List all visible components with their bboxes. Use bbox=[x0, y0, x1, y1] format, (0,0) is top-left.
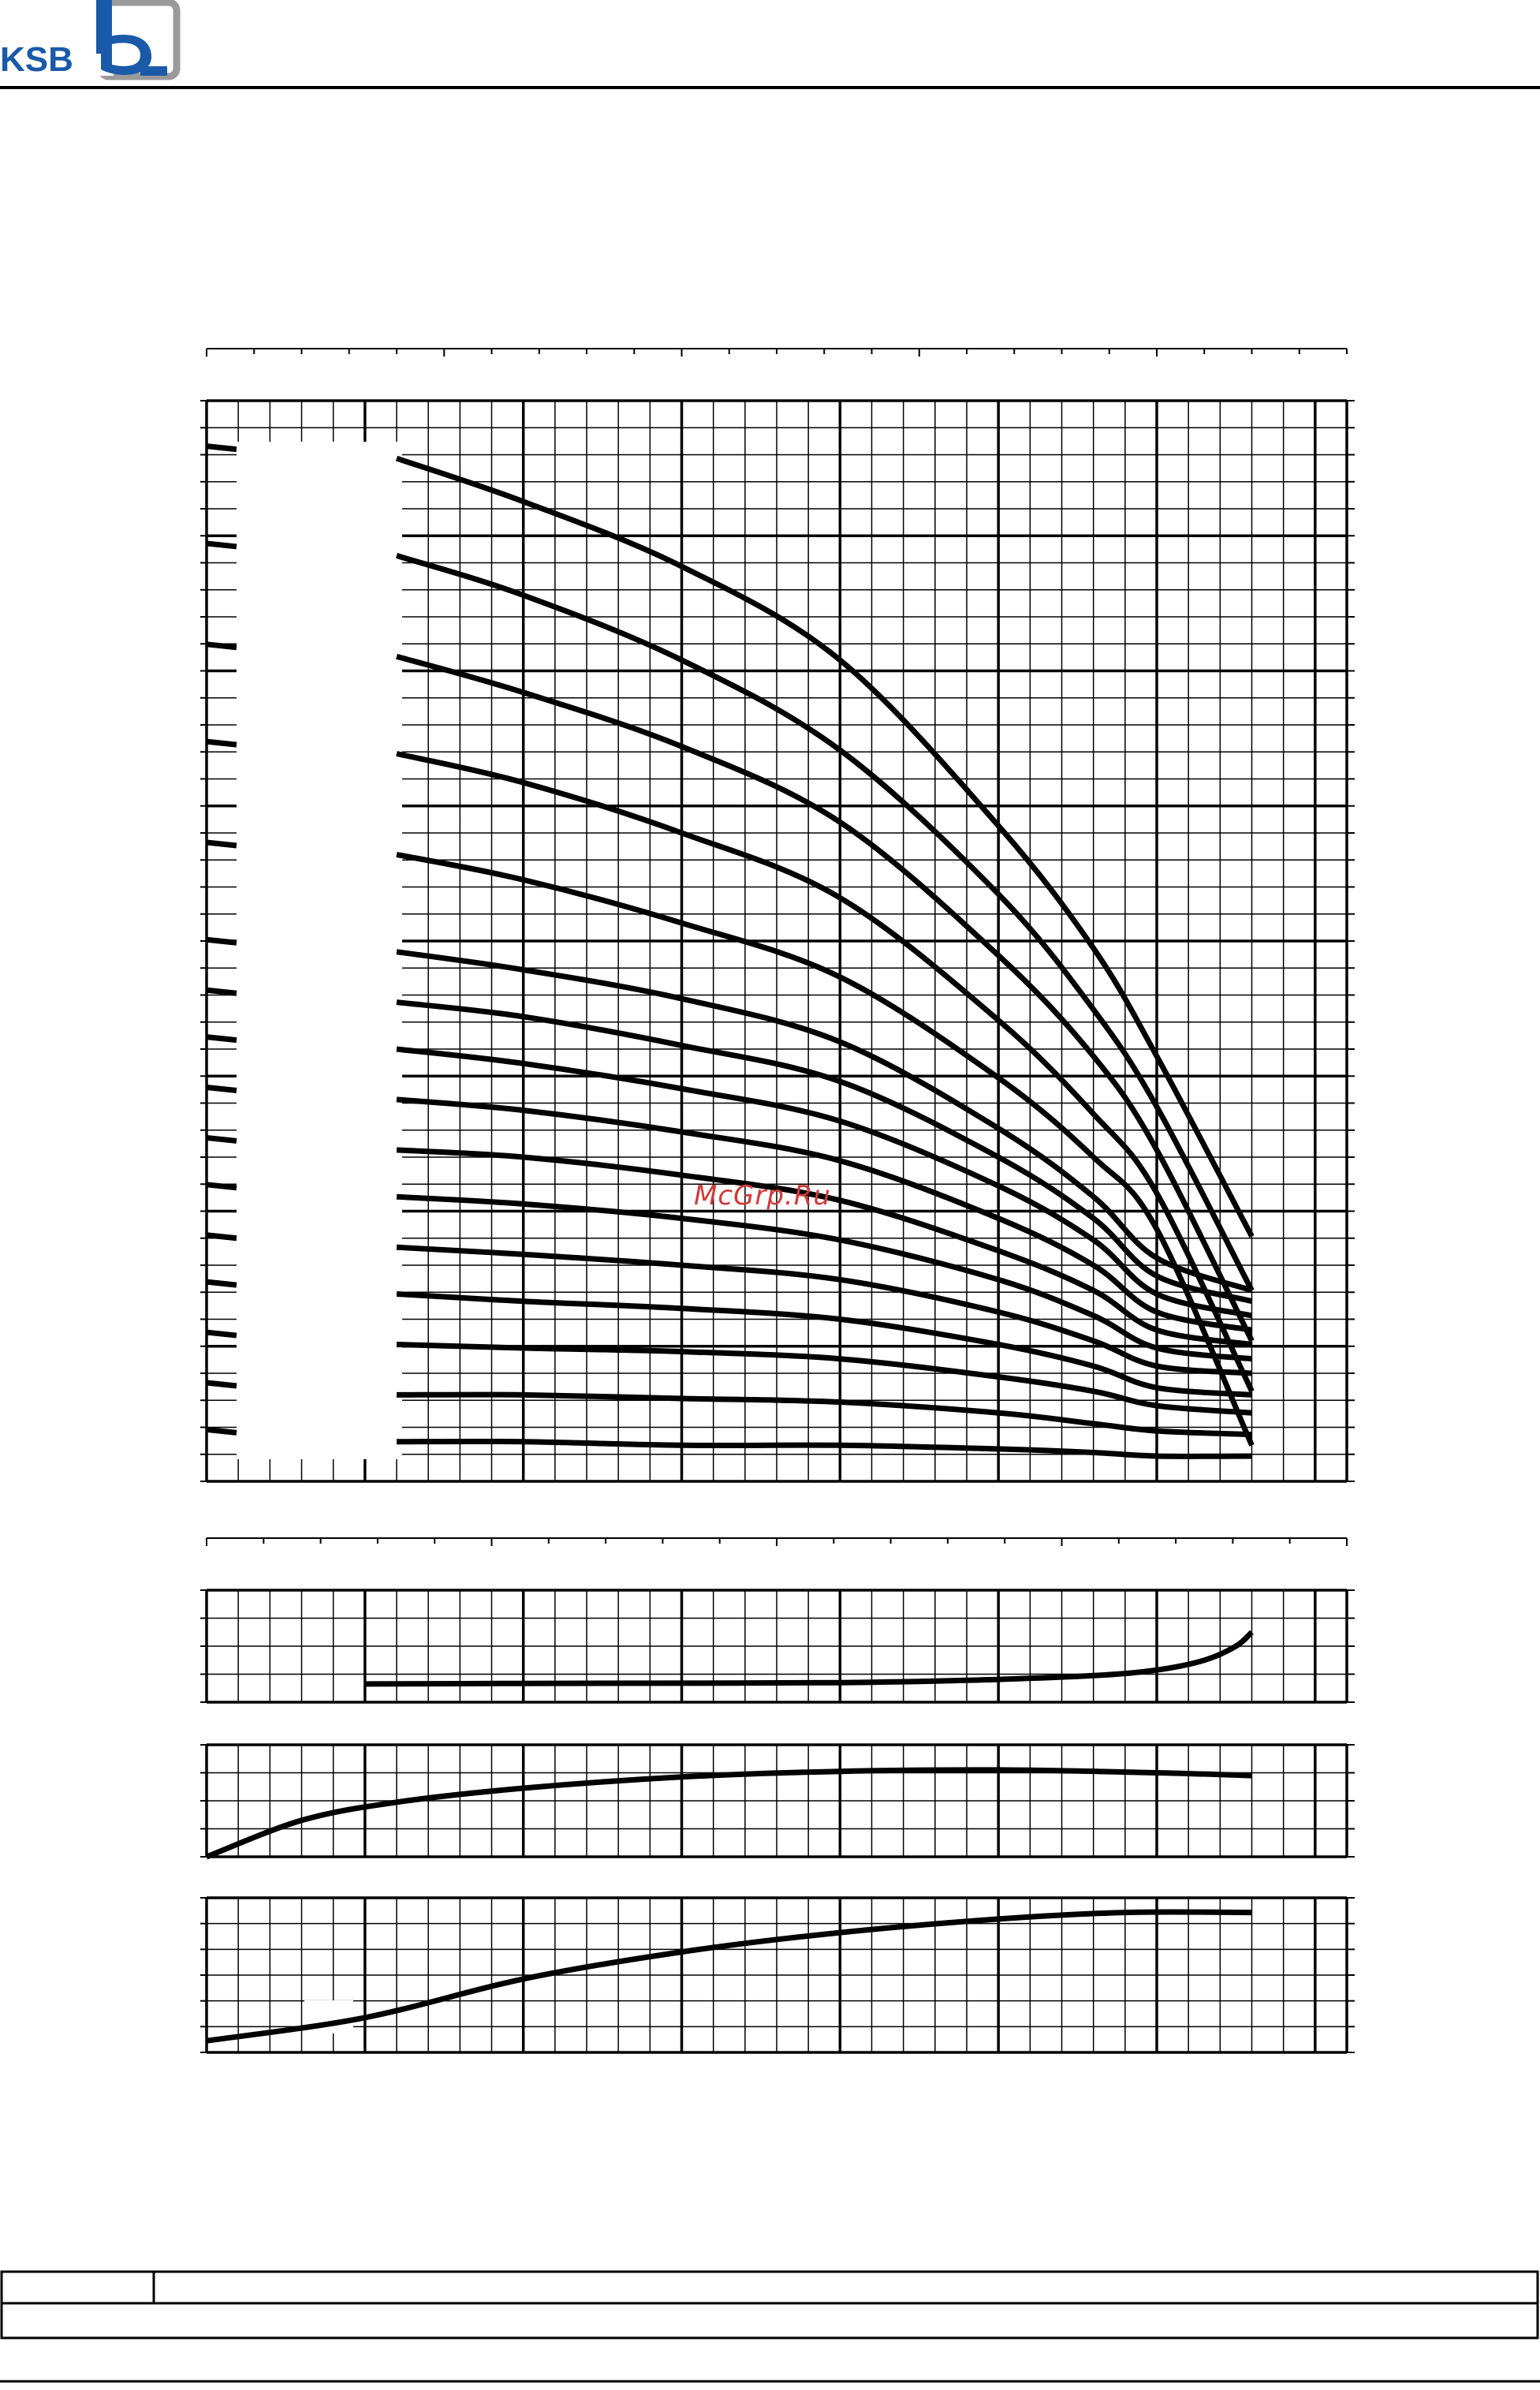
head-curve-12 bbox=[396, 1244, 1252, 1376]
head-curve-stub-3 bbox=[206, 641, 237, 651]
power-curve-1 bbox=[206, 1909, 1252, 2044]
head-curve-stub-1 bbox=[206, 443, 237, 453]
head-curve-3 bbox=[396, 653, 1255, 1343]
head-curve-stub-13 bbox=[206, 1279, 237, 1288]
efficiency-panel-grid bbox=[200, 1743, 1355, 1858]
efficiency-curve-1 bbox=[205, 1767, 1252, 1860]
npsh-curve-1 bbox=[364, 1630, 1254, 1687]
power-panel-grid bbox=[200, 1896, 1355, 2054]
head-curve-14 bbox=[396, 1342, 1252, 1416]
head-curve-stub-7 bbox=[206, 987, 237, 996]
head-curve-stub-15 bbox=[206, 1380, 237, 1389]
head-curve-9 bbox=[396, 1096, 1253, 1333]
head-curve-stub-14 bbox=[206, 1329, 237, 1339]
watermark: McGrp.Ru bbox=[694, 1180, 831, 1212]
head-curve-10 bbox=[396, 1147, 1253, 1347]
head-curve-stub-12 bbox=[206, 1232, 237, 1242]
head-curve-stub-16 bbox=[206, 1426, 237, 1436]
curve-label-area bbox=[237, 442, 402, 1459]
header: KSB bbox=[0, 0, 1540, 89]
head-curve-5 bbox=[396, 851, 1255, 1447]
head-curve-stub-6 bbox=[206, 936, 237, 946]
head-curve-stub-2 bbox=[206, 540, 237, 550]
head-curve-15 bbox=[396, 1391, 1252, 1438]
head-curve-1 bbox=[395, 455, 1255, 1238]
footer-table bbox=[0, 2270, 1540, 2383]
head-curve-stub-5 bbox=[206, 839, 237, 849]
brand-wordmark: KSB bbox=[0, 40, 73, 79]
head-curve-2 bbox=[395, 553, 1255, 1292]
ksb-logo-icon bbox=[96, 0, 181, 80]
head-curve-stub-10 bbox=[206, 1134, 237, 1144]
chart-panels bbox=[200, 348, 1355, 2054]
head-curve-16 bbox=[396, 1438, 1252, 1459]
head-curve-stub-11 bbox=[206, 1182, 237, 1191]
head-curve-11 bbox=[396, 1193, 1252, 1362]
head-curve-stub-9 bbox=[206, 1085, 237, 1093]
footer-frame bbox=[0, 2270, 1539, 2340]
head-curve-7 bbox=[396, 999, 1253, 1305]
head-curve-stub-4 bbox=[206, 738, 237, 748]
head-curve-4 bbox=[396, 751, 1255, 1393]
head-curve-13 bbox=[396, 1291, 1252, 1398]
head-curve-stub-8 bbox=[206, 1034, 237, 1044]
head-curve-8 bbox=[396, 1046, 1253, 1319]
head-curve-6 bbox=[396, 949, 1253, 1294]
